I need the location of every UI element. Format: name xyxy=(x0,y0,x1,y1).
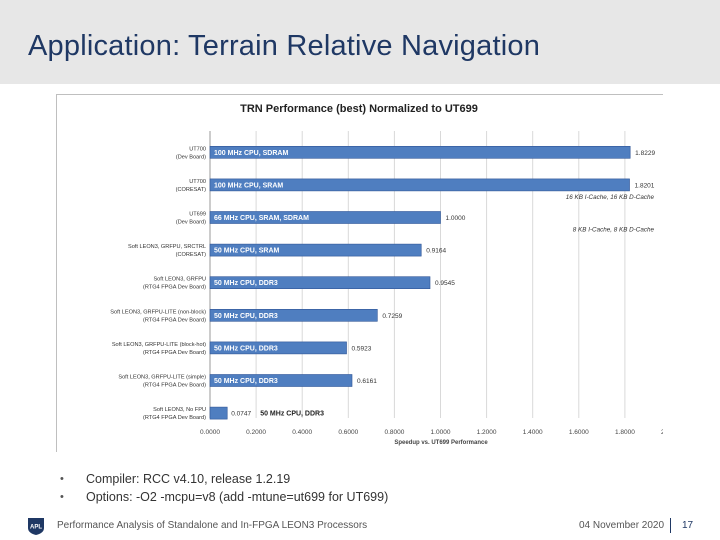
bullet-text: Compiler: RCC v4.10, release 1.2.19 xyxy=(86,472,291,486)
bar-label: 50 MHz CPU, DDR3 xyxy=(214,313,278,320)
category-sublabel: (RTG4 FPGA Dev Board) xyxy=(143,317,206,323)
bar-label: 50 MHz CPU, SRAM xyxy=(214,248,280,255)
category-sublabel: (RTG4 FPGA Dev Board) xyxy=(143,285,206,291)
x-tick-label: 1.6000 xyxy=(569,429,589,436)
bullet-dot: • xyxy=(60,491,64,503)
chart-container: TRN Performance (best) Normalized to UT6… xyxy=(56,94,663,452)
bar-label: 50 MHz CPU, DDR3 xyxy=(260,411,324,418)
bar xyxy=(209,341,347,355)
value-label: 0.5923 xyxy=(352,345,372,352)
category-label: Soft LEON3, No FPU xyxy=(153,407,206,413)
bar xyxy=(209,374,353,387)
bar-label: 50 MHz CPU, DDR3 xyxy=(214,378,278,385)
bar xyxy=(209,276,431,289)
bullet-text: Options: -O2 -mcpu=v8 (add -mtune=ut699 … xyxy=(86,490,389,504)
x-tick-label: 0.6000 xyxy=(338,429,358,436)
x-tick-label: 2.0000 xyxy=(661,429,663,436)
footer-text: Performance Analysis of Standalone and I… xyxy=(57,520,368,531)
x-tick-label: 1.2000 xyxy=(477,429,497,436)
value-label: 0.9545 xyxy=(435,280,455,287)
bar-label: 50 MHz CPU, DDR3 xyxy=(214,280,278,287)
category-label: UT700 xyxy=(189,146,206,152)
apl-logo-text: APL xyxy=(30,525,42,531)
value-label: 0.0747 xyxy=(231,411,251,418)
chart-title: TRN Performance (best) Normalized to UT6… xyxy=(240,103,478,115)
bullet-item: • Compiler: RCC v4.10, release 1.2.19 xyxy=(60,470,388,488)
page-number: 17 xyxy=(682,520,694,531)
bar xyxy=(209,309,378,322)
value-label: 0.7259 xyxy=(382,313,402,320)
bar-label: 100 MHz CPU, SRAM xyxy=(214,182,283,189)
x-axis-title: Speedup vs. UT699 Performance xyxy=(394,440,488,446)
x-tick-label: 1.8000 xyxy=(615,429,635,436)
trn-performance-chart: TRN Performance (best) Normalized to UT6… xyxy=(110,103,663,446)
apl-logo-icon: APL xyxy=(28,518,44,535)
bar-label: 66 MHz CPU, SRAM, SDRAM xyxy=(214,215,309,222)
category-label: Soft LEON3, GRFPU xyxy=(153,277,206,283)
category-label: Soft LEON3, GRFPU-LITE (non-block) xyxy=(110,309,206,315)
footer-date: 04 November 2020 xyxy=(579,520,665,531)
category-sublabel: (CORESAT) xyxy=(176,252,206,258)
bar-label: 50 MHz CPU, DDR3 xyxy=(214,345,278,352)
category-sublabel: (CORESAT) xyxy=(176,187,206,193)
category-label: UT700 xyxy=(189,179,206,185)
x-tick-label: 0.4000 xyxy=(292,429,312,436)
bullet-dot: • xyxy=(60,473,64,485)
category-sublabel: (RTG4 FPGA Dev Board) xyxy=(143,415,206,421)
value-label: 1.8201 xyxy=(635,182,655,189)
value-label: 0.6161 xyxy=(357,378,377,385)
value-label: 1.8229 xyxy=(635,150,655,157)
x-tick-label: 0.8000 xyxy=(384,429,404,436)
bar xyxy=(209,145,631,159)
x-tick-label: 1.4000 xyxy=(523,429,543,436)
cache-annotation: 16 KB I-Cache, 16 KB D-Cache xyxy=(566,194,655,201)
cache-annotation: 8 KB I-Cache, 8 KB D-Cache xyxy=(573,227,655,234)
bar xyxy=(209,243,422,257)
footer-separator xyxy=(670,518,671,533)
bar-label: 100 MHz CPU, SDRAM xyxy=(214,150,288,157)
bullet-list: • Compiler: RCC v4.10, release 1.2.19 • Op… xyxy=(60,470,388,506)
x-tick-label: 0.0000 xyxy=(200,429,220,436)
category-label: Soft LEON3, GRFPU-LITE (block-hot) xyxy=(112,342,206,348)
bar xyxy=(209,211,441,224)
category-label: Soft LEON3, GRFPU-LITE (simple) xyxy=(118,375,206,381)
value-label: 0.9164 xyxy=(426,248,446,255)
bar xyxy=(209,178,630,192)
value-label: 1.0000 xyxy=(446,215,466,222)
bar xyxy=(209,406,228,420)
category-sublabel: (Dev Board) xyxy=(176,154,206,160)
x-tick-label: 0.2000 xyxy=(246,429,266,436)
bullet-item: • Options: -O2 -mcpu=v8 (add -mtune=ut699… xyxy=(60,488,388,506)
category-label: UT699 xyxy=(189,212,206,218)
title-band xyxy=(0,0,720,84)
slide-title: Application: Terrain Relative Navigation xyxy=(28,30,541,62)
x-tick-label: 1.0000 xyxy=(431,429,451,436)
category-label: Soft LEON3, GRFPU, SRCTRL xyxy=(128,244,206,250)
category-sublabel: (RTG4 FPGA Dev Board) xyxy=(143,383,206,389)
category-sublabel: (Dev Board) xyxy=(176,220,206,226)
category-sublabel: (RTG4 FPGA Dev Board) xyxy=(143,350,206,356)
